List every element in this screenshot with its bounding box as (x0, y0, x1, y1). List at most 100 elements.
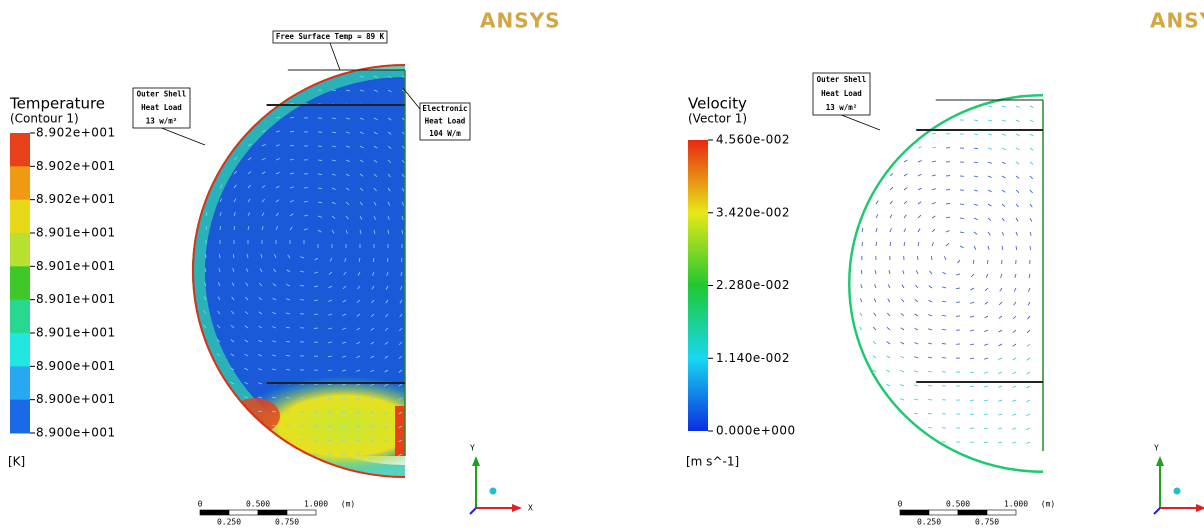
flow-vector (261, 157, 266, 161)
flow-vector (875, 241, 877, 247)
flow-vector (387, 229, 390, 235)
flow-vector (258, 354, 263, 357)
flow-vector (398, 397, 403, 401)
flow-vector (914, 299, 919, 303)
flow-vector (1001, 231, 1005, 236)
flow-vector (970, 273, 975, 278)
flow-vector (327, 369, 333, 372)
flow-vector (289, 117, 295, 119)
flow-vector (984, 343, 989, 346)
flow-vector (1029, 161, 1034, 165)
flow-vector (271, 410, 277, 413)
flow-vector (859, 312, 863, 317)
flow-vector (987, 189, 992, 193)
legend-unit: [K] (8, 455, 25, 469)
flow-vector (244, 325, 249, 329)
flow-vector (247, 184, 251, 189)
color-band (10, 399, 30, 434)
flow-vector (872, 369, 877, 373)
flow-vector (342, 411, 347, 414)
flow-vector (289, 130, 295, 133)
flow-vector (331, 89, 337, 91)
flow-vector (987, 161, 992, 164)
flow-vector (900, 370, 905, 373)
flow-vector (914, 412, 919, 415)
flow-vector (1029, 147, 1034, 151)
flow-vector (345, 145, 350, 148)
legend-subtitle: (Vector 1) (688, 112, 747, 126)
flow-vector (987, 203, 992, 207)
flow-vector (1027, 315, 1031, 320)
flow-vector (386, 257, 389, 263)
scale-segment (928, 509, 959, 516)
flow-vector (1015, 175, 1020, 179)
flow-vector (927, 384, 933, 387)
flow-vector (931, 146, 936, 149)
annotation-text: Electronic (422, 104, 467, 113)
flow-vector (261, 212, 265, 217)
flow-vector (314, 271, 319, 274)
flow-vector (1013, 301, 1017, 306)
legend-tick-label: 8.901e+001 (36, 292, 116, 306)
flow-vector (1029, 245, 1031, 251)
flow-vector (219, 198, 223, 203)
flow-vector (384, 411, 389, 415)
flow-vector (927, 370, 933, 373)
legend-tick-label: 8.901e+001 (36, 326, 116, 340)
flow-vector (1012, 329, 1017, 333)
flow-vector (987, 245, 990, 250)
flow-vector (957, 259, 961, 264)
scale-segment (228, 509, 259, 516)
flow-vector (370, 313, 375, 318)
flow-vector (398, 355, 403, 359)
flow-vector (1029, 105, 1034, 109)
flow-vector (247, 226, 250, 231)
flow-vector (998, 315, 1003, 319)
flow-vector (1001, 189, 1006, 193)
flow-vector (886, 383, 891, 387)
legend-tick-label: 8.901e+001 (36, 226, 116, 240)
flow-vector (244, 339, 249, 343)
color-band (10, 299, 30, 334)
triad-dot (489, 487, 497, 495)
flow-vector (247, 171, 252, 175)
flow-vector (398, 439, 403, 443)
flow-vector (900, 384, 905, 387)
flow-vector (356, 299, 361, 303)
flow-vector (289, 186, 294, 189)
flow-vector (258, 410, 263, 413)
flow-vector (398, 425, 403, 429)
triad-y-head (472, 456, 480, 466)
flow-vector (230, 339, 235, 343)
annotation-box (132, 87, 191, 129)
legend-tick-label: 2.280e-002 (716, 278, 790, 292)
flow-vector (903, 241, 906, 247)
flow-vector (1015, 189, 1020, 194)
flow-vector (286, 283, 291, 287)
scale-label: 0 (898, 500, 903, 509)
flow-vector (261, 198, 265, 203)
flow-vector (873, 298, 877, 303)
flow-vector (216, 353, 221, 357)
flow-vector (945, 230, 950, 233)
flow-vector (373, 229, 376, 234)
flow-vector (1001, 175, 1006, 179)
flow-vector (204, 268, 207, 273)
flow-vector (384, 425, 389, 428)
flow-vector (931, 160, 936, 163)
flow-vector (917, 228, 921, 233)
flow-vector (345, 89, 350, 92)
domain (848, 94, 1043, 473)
flow-vector (300, 256, 305, 259)
flow-vector (914, 398, 919, 401)
flow-vector (917, 187, 922, 191)
flow-vector (328, 299, 333, 302)
flow-vector (928, 285, 933, 289)
flow-vector (233, 170, 238, 175)
flow-vector (373, 117, 378, 121)
domain (192, 64, 405, 478)
scale-label: 0.500 (946, 500, 970, 509)
flow-vector (344, 257, 347, 262)
flow-vector (401, 187, 405, 192)
flow-vector (359, 131, 364, 135)
